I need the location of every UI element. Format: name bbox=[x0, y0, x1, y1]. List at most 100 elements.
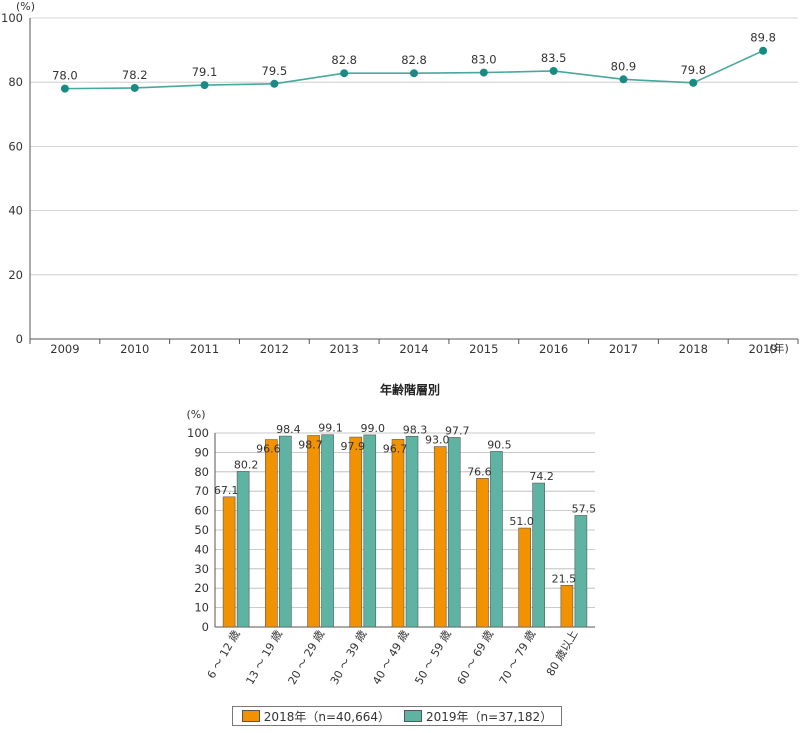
bar-chart-data-label: 98.3 bbox=[403, 423, 428, 436]
bar-chart-x-tick-label: 20 ～ 29 歳 bbox=[286, 628, 328, 687]
line-chart-y-tick-label: 0 bbox=[16, 332, 23, 346]
line-chart-point bbox=[270, 79, 279, 88]
line-chart-point bbox=[479, 68, 488, 77]
line-chart-x-tick-label: 2010 bbox=[120, 342, 149, 356]
bar-chart-x-tick-label: 40 ～ 49 歳 bbox=[370, 628, 412, 687]
line-chart-x-tick-label: 2019 bbox=[748, 342, 777, 356]
bar-chart-y-tick-label: 0 bbox=[202, 620, 209, 634]
line-chart-data-label: 78.0 bbox=[52, 69, 78, 83]
line-chart-x-tick-label: 2015 bbox=[469, 342, 498, 356]
bar-2018 bbox=[433, 446, 447, 628]
bar-chart-data-label: 97.7 bbox=[445, 424, 470, 437]
bar-2018 bbox=[222, 496, 236, 628]
bar-2019 bbox=[490, 451, 503, 628]
bar-chart-data-label: 67.1 bbox=[214, 484, 239, 497]
bar-chart-y-tick-label: 100 bbox=[187, 426, 209, 440]
legend-item-2018: 2018年（n=40,664） bbox=[241, 708, 390, 725]
line-chart-data-label: 82.8 bbox=[401, 53, 427, 67]
bar-2019 bbox=[236, 471, 250, 628]
bar-chart-y-tick-label: 30 bbox=[194, 562, 209, 576]
bar-chart-data-label: 98.4 bbox=[276, 423, 301, 436]
legend-swatch-2019 bbox=[404, 710, 422, 722]
line-chart-y-tick-label: 60 bbox=[8, 139, 23, 153]
bar-chart-title: 年齢階層別 bbox=[380, 382, 440, 397]
bar-2019 bbox=[405, 435, 419, 628]
bar-chart-x-tick-label: 13 ～ 19 歳 bbox=[243, 628, 285, 687]
bar-2018 bbox=[560, 584, 574, 628]
line-chart-point bbox=[410, 69, 418, 78]
line-chart-point bbox=[759, 46, 768, 55]
line-chart-y-unit: (%) bbox=[16, 0, 35, 13]
bar-chart-x-tick-label: 80 歳以上 bbox=[544, 628, 581, 678]
legend-label-2019: 2019年（n=37,182） bbox=[426, 709, 553, 724]
line-chart: (%) (年) 0 20 40 60 80 100 2009 2010 2011 2012 201… bbox=[1, 0, 799, 356]
line-chart-data-label: 79.1 bbox=[192, 65, 218, 79]
bar-chart-y-tick-label: 10 bbox=[194, 601, 209, 615]
bar-2019 bbox=[321, 434, 334, 628]
bar-chart-x-tick-label: 6 ～ 12 歳 bbox=[205, 628, 243, 681]
line-chart-data-label: 83.5 bbox=[541, 51, 567, 65]
bar-2018 bbox=[476, 478, 489, 628]
bar-2018 bbox=[349, 436, 363, 628]
line-chart-x-tick-label: 2009 bbox=[50, 342, 79, 356]
bar-2019 bbox=[574, 515, 588, 628]
line-chart-x-tick-label: 2018 bbox=[679, 342, 708, 356]
bar-chart-data-label: 21.5 bbox=[552, 572, 577, 585]
bar-chart-data-label: 98.7 bbox=[298, 439, 323, 452]
bar-chart-data-label: 80.2 bbox=[234, 458, 259, 471]
bar-2018 bbox=[307, 435, 320, 628]
bar-chart-data-label: 96.6 bbox=[256, 443, 281, 456]
line-chart-data-label: 80.9 bbox=[611, 59, 637, 73]
line-chart-point bbox=[549, 66, 558, 75]
bar-2019 bbox=[363, 434, 377, 628]
legend-swatch-2018 bbox=[241, 710, 260, 722]
line-chart-data-label: 78.2 bbox=[122, 68, 148, 82]
line-chart-x-tick-label: 2011 bbox=[190, 342, 219, 356]
legend-label-2018: 2018年（n=40,664） bbox=[263, 709, 390, 724]
bar-chart-y-tick-label: 90 bbox=[194, 445, 209, 459]
bar-chart-data-label: 74.2 bbox=[529, 470, 554, 483]
line-chart-data-label: 82.8 bbox=[331, 53, 357, 67]
bar-chart-data-label: 96.7 bbox=[383, 442, 408, 455]
line-chart-data-label: 89.8 bbox=[750, 31, 776, 45]
bar-chart-legend: 2018年（n=40,664） 2019年（n=37,182） bbox=[232, 706, 562, 726]
line-chart-x-tick-label: 2017 bbox=[609, 342, 638, 356]
line-chart-point bbox=[200, 81, 209, 90]
line-chart-data-label: 79.5 bbox=[262, 64, 288, 78]
bar-chart-y-unit: (%) bbox=[186, 408, 205, 421]
line-chart-x-tick-label: 2016 bbox=[539, 342, 568, 356]
line-chart-y-tick-label: 40 bbox=[8, 204, 23, 218]
line-chart-point bbox=[689, 78, 698, 87]
line-chart-y-tick-label: 100 bbox=[1, 11, 23, 25]
line-chart-data-label: 83.0 bbox=[471, 53, 497, 67]
bar-chart-data-label: 99.0 bbox=[361, 422, 386, 435]
bar-chart-x-tick-label: 50 ～ 59 歳 bbox=[412, 628, 454, 687]
line-chart-point bbox=[619, 75, 628, 84]
bar-chart-data-label: 99.1 bbox=[318, 422, 343, 435]
bar-chart-y-tick-label: 60 bbox=[194, 504, 209, 518]
line-chart-point bbox=[340, 69, 349, 78]
bar-2019 bbox=[279, 435, 292, 628]
bar-chart-y-tick-label: 20 bbox=[194, 581, 209, 595]
line-chart-x-unit: (年) bbox=[769, 341, 789, 355]
bar-chart-y-tick-label: 80 bbox=[194, 465, 209, 479]
bar-chart-y-tick-label: 40 bbox=[194, 542, 209, 556]
bar-2018 bbox=[265, 439, 278, 628]
bar-2019 bbox=[532, 482, 545, 628]
bar-chart-data-label: 97.9 bbox=[341, 440, 366, 453]
bar-chart-x-tick-label: 30 ～ 39 歳 bbox=[328, 628, 370, 687]
line-chart-x-tick-label: 2013 bbox=[330, 342, 359, 356]
bar-chart-data-label: 90.5 bbox=[487, 438, 512, 451]
bar-2018 bbox=[518, 527, 531, 628]
line-chart-data-label: 79.8 bbox=[680, 63, 706, 77]
legend-item-2019: 2019年（n=37,182） bbox=[404, 708, 552, 725]
bar-chart-x-tick-label: 60 ～ 69 歳 bbox=[455, 628, 497, 687]
bar-chart: 年齢階層別 (%) 0 10 20 30 40 50 60 70 80 90 100 67.1 80.… bbox=[186, 382, 596, 687]
line-chart-x-tick-label: 2014 bbox=[399, 342, 428, 356]
bar-2018 bbox=[391, 439, 405, 628]
bar-chart-y-tick-label: 70 bbox=[194, 484, 209, 498]
bar-chart-data-label: 57.5 bbox=[572, 502, 597, 515]
bar-chart-y-tick-label: 50 bbox=[194, 523, 209, 537]
bar-chart-data-label: 93.0 bbox=[425, 434, 450, 447]
